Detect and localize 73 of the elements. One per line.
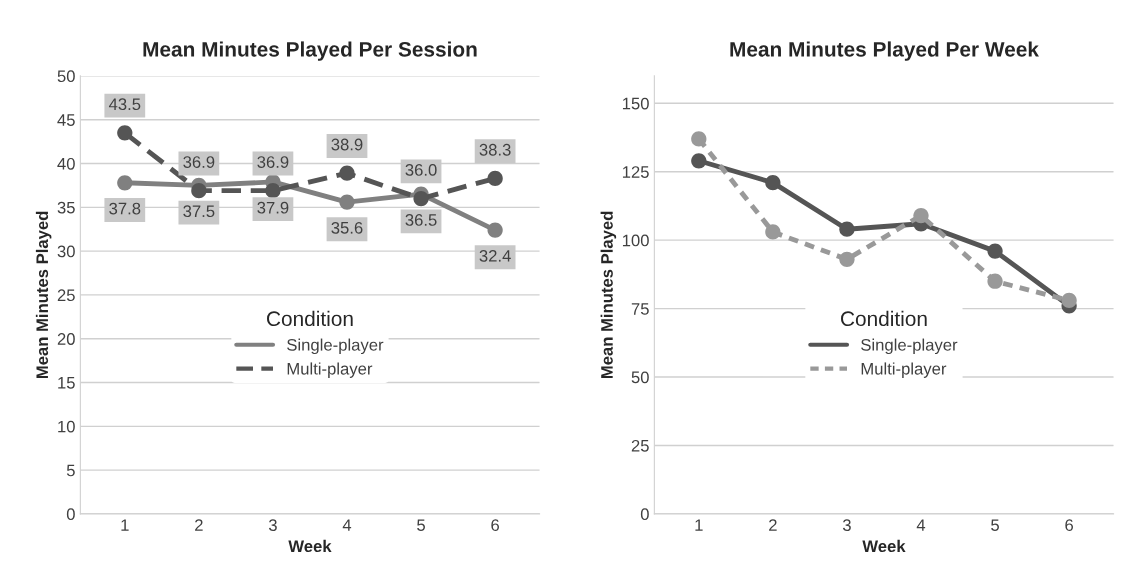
x-axis-title: Week: [862, 539, 906, 553]
y-axis-title: Mean Minutes Played: [600, 211, 617, 379]
data-label: 37.5: [183, 205, 215, 218]
point: [765, 224, 781, 240]
y-tick-label: 25: [57, 289, 75, 302]
legend-label: Single-player: [861, 338, 958, 355]
point: [117, 175, 133, 191]
y-tick-label: 35: [57, 201, 75, 214]
y-tick-label: 30: [57, 245, 75, 258]
x-tick-label: 1: [695, 519, 703, 531]
y-tick-label: 75: [631, 303, 649, 315]
y-tick-label: 150: [622, 97, 649, 110]
point: [191, 183, 207, 199]
y-tick-label: 25: [631, 439, 649, 452]
x-tick-label: 2: [195, 519, 203, 531]
point: [765, 175, 781, 191]
y-tick-label: 20: [57, 333, 75, 345]
data-label: 36.9: [183, 156, 215, 168]
chart-title: Mean Minutes Played Per Week: [730, 41, 1039, 61]
data-label: 36.5: [405, 214, 437, 226]
data-label: 38.3: [479, 143, 511, 156]
x-tick-label: 4: [342, 519, 352, 531]
x-tick-label: 5: [991, 519, 999, 532]
point: [913, 207, 929, 224]
point: [1061, 292, 1077, 309]
point: [987, 243, 1003, 259]
y-axis-title: Mean Minutes Played: [35, 211, 52, 379]
x-tick-label: 3: [268, 519, 277, 532]
y-tick-label: 125: [622, 166, 649, 178]
x-tick-label: 3: [842, 519, 851, 532]
y-tick-label: 50: [57, 70, 75, 83]
point: [339, 165, 355, 181]
data-label: 43.5: [108, 98, 141, 111]
data-label: 38.9: [331, 138, 363, 151]
y-tick-label: 0: [66, 508, 75, 521]
x-tick-label: 2: [769, 519, 777, 531]
point: [117, 125, 133, 141]
y-tick-label: 100: [622, 234, 649, 247]
legend-title: Condition: [267, 310, 353, 327]
point: [487, 170, 503, 187]
y-tick-label: 40: [57, 157, 75, 170]
x-tick-label: 1: [121, 519, 129, 531]
x-tick-label: 5: [417, 519, 425, 532]
y-tick-label: 5: [66, 464, 75, 477]
data-label: 36.0: [405, 164, 437, 176]
point: [691, 153, 707, 169]
x-tick-label: 4: [916, 519, 926, 531]
point: [987, 273, 1003, 289]
y-tick-label: 15: [58, 377, 75, 389]
legend-label: Multi-player: [861, 362, 947, 378]
point: [339, 194, 355, 210]
point: [413, 190, 429, 207]
legend-label: Multi-player: [287, 362, 373, 378]
point: [265, 183, 281, 199]
chart-title: Mean Minutes Played Per Session: [143, 41, 477, 61]
data-label: 37.8: [109, 202, 141, 215]
data-label: 36.9: [257, 156, 289, 168]
y-tick-label: 50: [631, 371, 649, 384]
x-tick-label: 6: [1065, 519, 1074, 532]
legend-title: Condition: [841, 310, 927, 327]
x-tick-label: 6: [491, 519, 500, 532]
point: [691, 131, 707, 147]
point: [839, 221, 855, 237]
x-axis-title: Week: [288, 539, 332, 553]
data-label: 35.6: [331, 221, 363, 234]
legend-label: Single-player: [287, 338, 384, 355]
data-label: 37.9: [257, 201, 289, 214]
y-tick-label: 45: [57, 114, 75, 126]
y-tick-label: 0: [640, 508, 649, 521]
point: [487, 222, 503, 238]
data-label: 32.4: [479, 249, 511, 262]
y-tick-label: 10: [58, 420, 75, 433]
point: [839, 251, 855, 267]
